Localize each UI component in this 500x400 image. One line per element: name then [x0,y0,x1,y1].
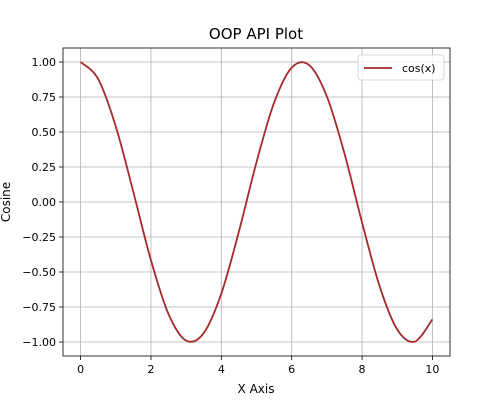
x-tick-label: 0 [77,363,84,376]
y-tick-label: 0.25 [32,161,57,174]
legend-label-cos: cos(x) [402,62,436,75]
x-axis-label: X Axis [238,382,275,396]
y-tick-label: −0.75 [22,301,56,314]
x-tick-label: 8 [359,363,366,376]
grid-layer [63,48,450,356]
series-layer [79,61,434,343]
chart-title: OOP API Plot [209,25,303,43]
y-tick-label: 0.75 [32,91,57,104]
x-tick-label: 4 [218,363,225,376]
x-tick-label: 6 [288,363,295,376]
y-tick-label: −1.00 [22,336,56,349]
y-axis-ticks: 1.00 0.75 0.50 0.25 0.00 −0.25 −0.50 −0.75 −1.00 [22,56,63,349]
y-axis-label: Cosine [0,182,13,222]
series-line-cos [79,61,434,343]
x-tick-label: 10 [425,363,439,376]
x-axis-ticks: 0 2 4 6 8 10 [77,356,439,376]
y-tick-label: 0.50 [32,126,57,139]
y-tick-label: 0.00 [32,196,57,209]
legend: cos(x) [357,54,445,81]
legend-box [357,54,445,81]
y-tick-label: −0.50 [22,266,56,279]
x-tick-label: 2 [147,363,154,376]
y-tick-label: 1.00 [32,56,57,69]
y-tick-label: −0.25 [22,231,56,244]
